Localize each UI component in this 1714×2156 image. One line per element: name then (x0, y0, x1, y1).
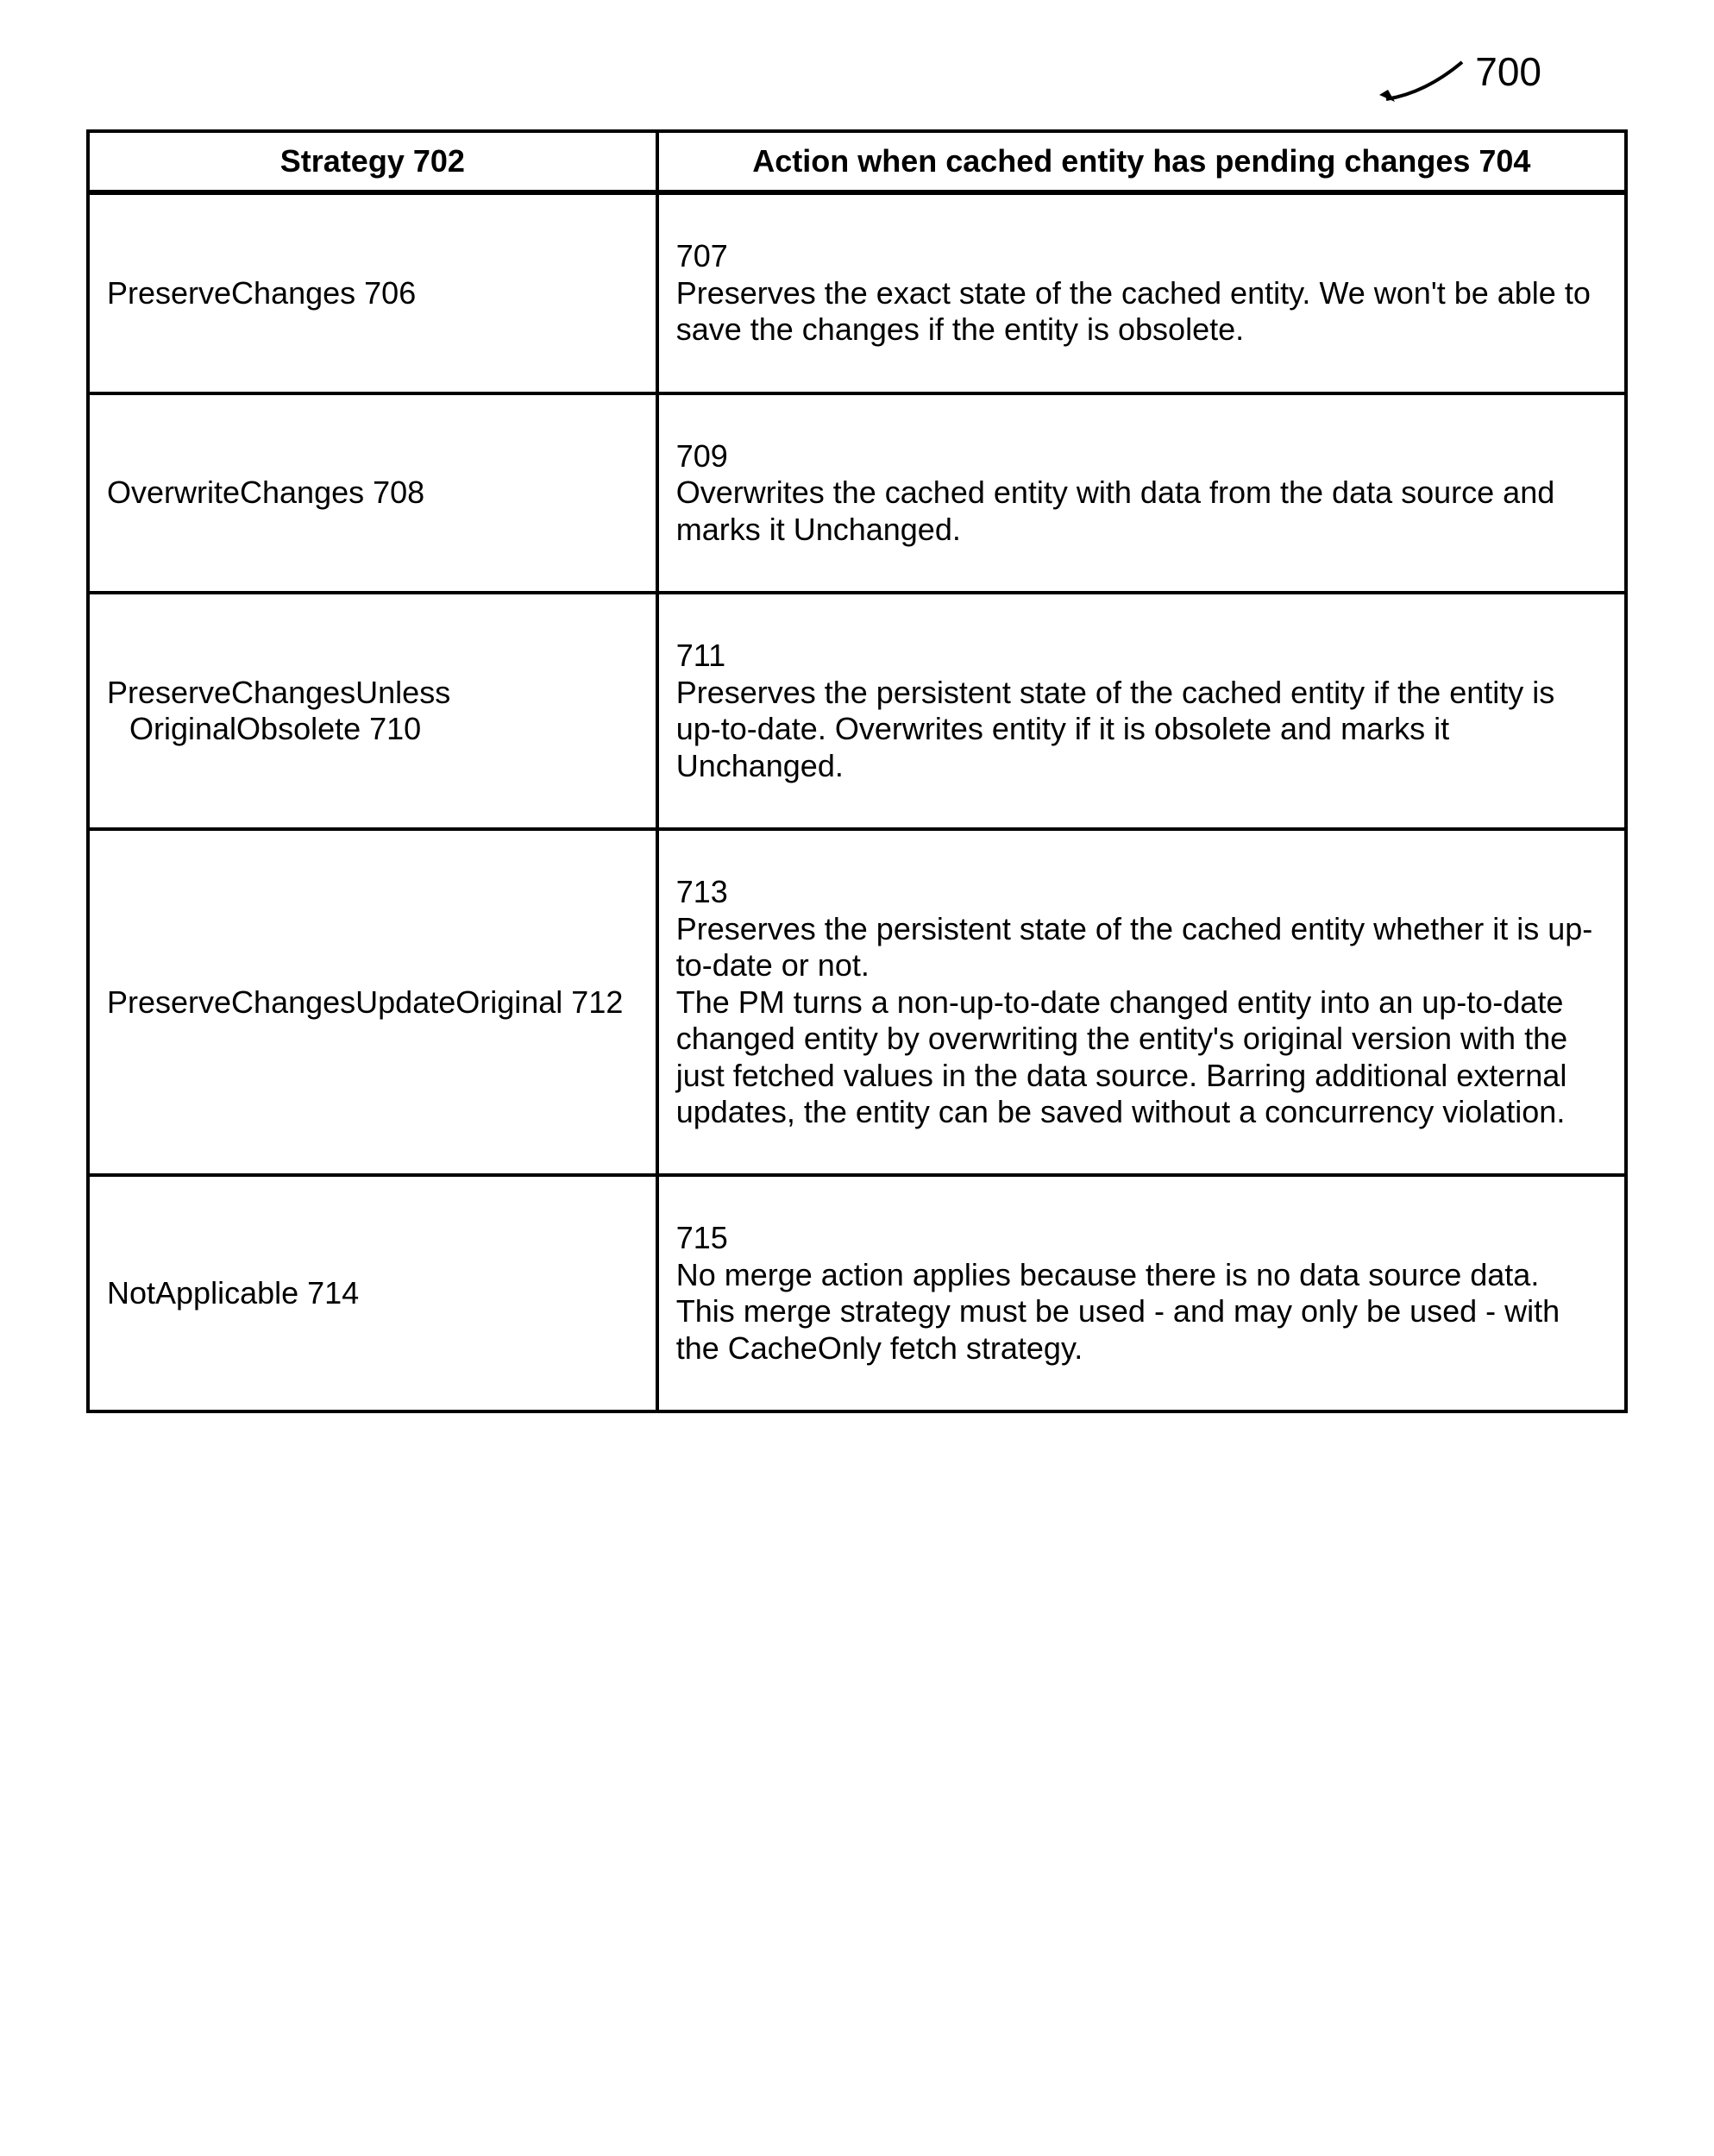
action-ref-num: 709 (676, 438, 728, 474)
strategy-table: Strategy 702 Action when cached entity h… (86, 129, 1628, 1413)
strategy-cell: PreserveChanges 706 (88, 192, 657, 393)
figure-reference: 700 (86, 52, 1628, 121)
action-text-p1: Preserves the persistent state of the ca… (676, 911, 1593, 983)
table-header-row: Strategy 702 Action when cached entity h… (88, 131, 1626, 192)
action-cell: 715 No merge action applies because ther… (657, 1175, 1626, 1411)
action-ref-num: 707 (676, 238, 728, 273)
action-ref-num: 711 (676, 638, 725, 673)
header-action: Action when cached entity has pending ch… (657, 131, 1626, 192)
table-row: PreserveChanges 706 707 Preserves the ex… (88, 192, 1626, 393)
strategy-line1: PreserveChangesUnless (107, 675, 638, 711)
header-strategy: Strategy 702 (88, 131, 657, 192)
action-text-p1: No merge action applies because there is… (676, 1257, 1540, 1292)
table-row: NotApplicable 714 715 No merge action ap… (88, 1175, 1626, 1411)
strategy-cell: PreserveChangesUnless OriginalObsolete 7… (88, 593, 657, 829)
strategy-cell: OverwriteChanges 708 (88, 393, 657, 593)
action-text: Overwrites the cached entity with data f… (676, 475, 1555, 546)
action-cell: 711 Preserves the persistent state of th… (657, 593, 1626, 829)
table-row: PreserveChangesUpdateOriginal 712 713 Pr… (88, 829, 1626, 1175)
action-text: Preserves the exact state of the cached … (676, 275, 1591, 347)
action-text-p2: The PM turns a non-up-to-date changed en… (676, 984, 1567, 1129)
strategy-cell: PreserveChangesUpdateOriginal 712 (88, 829, 657, 1175)
table-row: OverwriteChanges 708 709 Overwrites the … (88, 393, 1626, 593)
action-text-p2: This merge strategy must be used - and m… (676, 1293, 1560, 1365)
arrow-pointer (1378, 52, 1472, 104)
strategy-line2: OriginalObsolete 710 (107, 711, 638, 747)
action-cell: 713 Preserves the persistent state of th… (657, 829, 1626, 1175)
strategy-cell: NotApplicable 714 (88, 1175, 657, 1411)
action-ref-num: 715 (676, 1220, 728, 1255)
action-text: Preserves the persistent state of the ca… (676, 675, 1555, 783)
action-ref-num: 713 (676, 874, 728, 909)
action-cell: 709 Overwrites the cached entity with da… (657, 393, 1626, 593)
figure-number: 700 (1475, 48, 1541, 95)
action-cell: 707 Preserves the exact state of the cac… (657, 192, 1626, 393)
table-row: PreserveChangesUnless OriginalObsolete 7… (88, 593, 1626, 829)
